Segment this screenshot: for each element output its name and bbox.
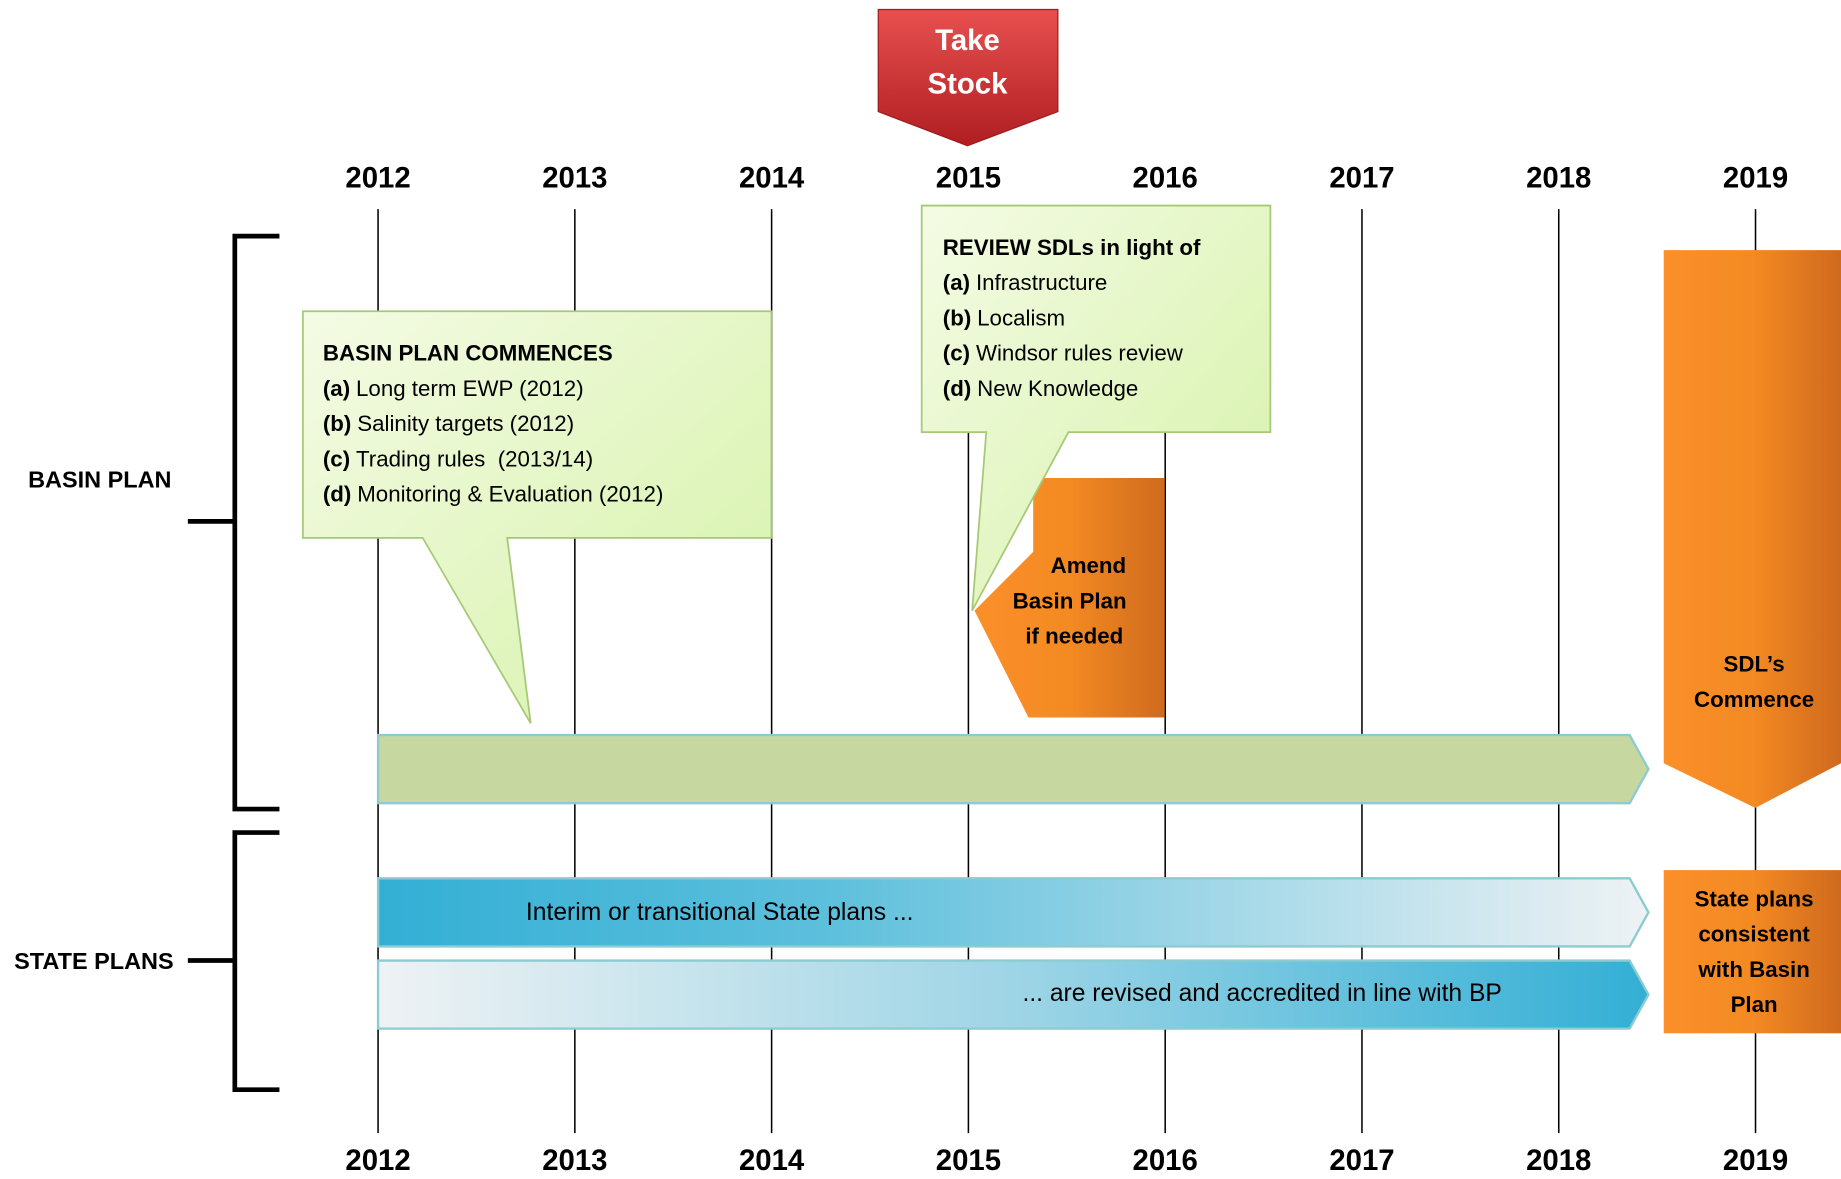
year-label: 2015 [936, 1144, 1001, 1177]
state-bracket [187, 830, 280, 1093]
callout-title: REVIEW SDLs in light of [943, 235, 1201, 260]
year-label: 2015 [936, 161, 1001, 194]
year-label: 2012 [345, 161, 410, 194]
item-marker: (b) [323, 411, 351, 436]
callout-item: (d) New Knowledge [943, 376, 1138, 401]
sdl-shape [1663, 250, 1841, 808]
state-bar-label: ... are revised and accredited in line w… [1022, 980, 1501, 1007]
year-label: 2017 [1329, 161, 1394, 194]
item-text: New Knowledge [977, 376, 1138, 401]
year-label: 2018 [1526, 161, 1591, 194]
year-label: 2013 [542, 1144, 607, 1177]
callout-title: BASIN PLAN COMMENCES [323, 341, 613, 366]
state-consistent-label: consistent [1698, 922, 1810, 947]
year-label: 2014 [739, 161, 805, 194]
callout-item: (b) Localism [943, 305, 1065, 330]
item-marker: (b) [943, 305, 971, 330]
state-consistent-label: with Basin [1697, 957, 1810, 982]
year-label: 2016 [1133, 161, 1198, 194]
amend-shape [974, 477, 1165, 718]
item-marker: (a) [943, 270, 970, 295]
review-callout [920, 204, 1272, 612]
callout-item: (b) Salinity targets (2012) [323, 411, 574, 436]
state-bar-label: Interim or transitional State plans ... [526, 899, 914, 926]
year-label: 2019 [1723, 1144, 1788, 1177]
item-marker: (c) [943, 341, 970, 366]
take-stock-label: Take [935, 24, 1000, 57]
year-label: 2019 [1723, 161, 1788, 194]
year-label: 2012 [345, 1144, 410, 1177]
state-consistent-label: State plans [1695, 887, 1814, 912]
year-label: 2018 [1526, 1144, 1591, 1177]
item-text: Long term EWP (2012) [356, 376, 584, 401]
take-stock-label: Stock [928, 68, 1009, 101]
state-consistent-label: Plan [1731, 992, 1778, 1017]
item-text: Windsor rules review [976, 341, 1184, 366]
year-label: 2014 [739, 1144, 805, 1177]
state-consistent-box [1663, 870, 1841, 1034]
item-text: Infrastructure [976, 270, 1107, 295]
callout-item: (c) Trading rules (2013/14) [323, 446, 593, 471]
item-text: Salinity targets (2012) [357, 411, 574, 436]
basin-callout [302, 310, 773, 724]
state-bar [376, 877, 1650, 948]
group-label: BASIN PLAN [28, 467, 171, 493]
callout-item: (d) Monitoring & Evaluation (2012) [323, 481, 663, 506]
callout-item: (a) Long term EWP (2012) [323, 376, 584, 401]
item-marker: (d) [323, 481, 351, 506]
amend-label: if needed [1025, 624, 1123, 649]
callout-item: (c) Windsor rules review [943, 341, 1184, 366]
year-label: 2013 [542, 161, 607, 194]
sdl-label: SDL’s [1724, 652, 1785, 677]
item-marker: (c) [323, 446, 350, 471]
basin-bracket [187, 233, 280, 812]
item-marker: (d) [943, 376, 971, 401]
group-label: STATE PLANS [14, 948, 174, 974]
item-marker: (a) [323, 376, 350, 401]
item-text: Localism [977, 305, 1065, 330]
year-label: 2017 [1329, 1144, 1394, 1177]
callout-item: (a) Infrastructure [943, 270, 1107, 295]
amend-label: Basin Plan [1013, 588, 1127, 613]
item-text: Trading rules (2013/14) [356, 446, 593, 471]
take-stock-marker [877, 8, 1059, 147]
year-label: 2016 [1133, 1144, 1198, 1177]
basin-plan-bar [376, 733, 1650, 805]
state-bar [376, 959, 1650, 1030]
sdl-label: Commence [1694, 687, 1814, 712]
amend-label: Amend [1051, 553, 1127, 578]
item-text: Monitoring & Evaluation (2012) [357, 481, 663, 506]
